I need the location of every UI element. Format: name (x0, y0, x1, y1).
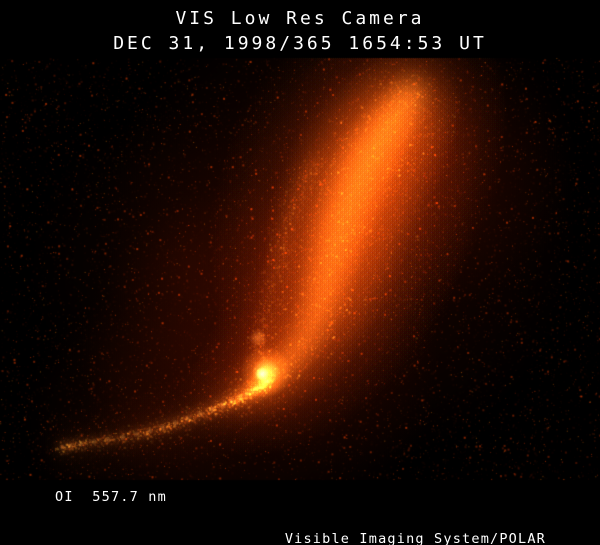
wavelength-label: OI 557.7 nm (55, 489, 167, 505)
timestamp: DEC 31, 1998/365 1654:53 UT (113, 33, 487, 54)
credit-line-instrument: Visible Imaging System/POLAR (284, 531, 546, 545)
camera-title: VIS Low Res Camera (175, 8, 425, 29)
credits-block: Visible Imaging System/POLAR The Univers… (248, 489, 547, 545)
